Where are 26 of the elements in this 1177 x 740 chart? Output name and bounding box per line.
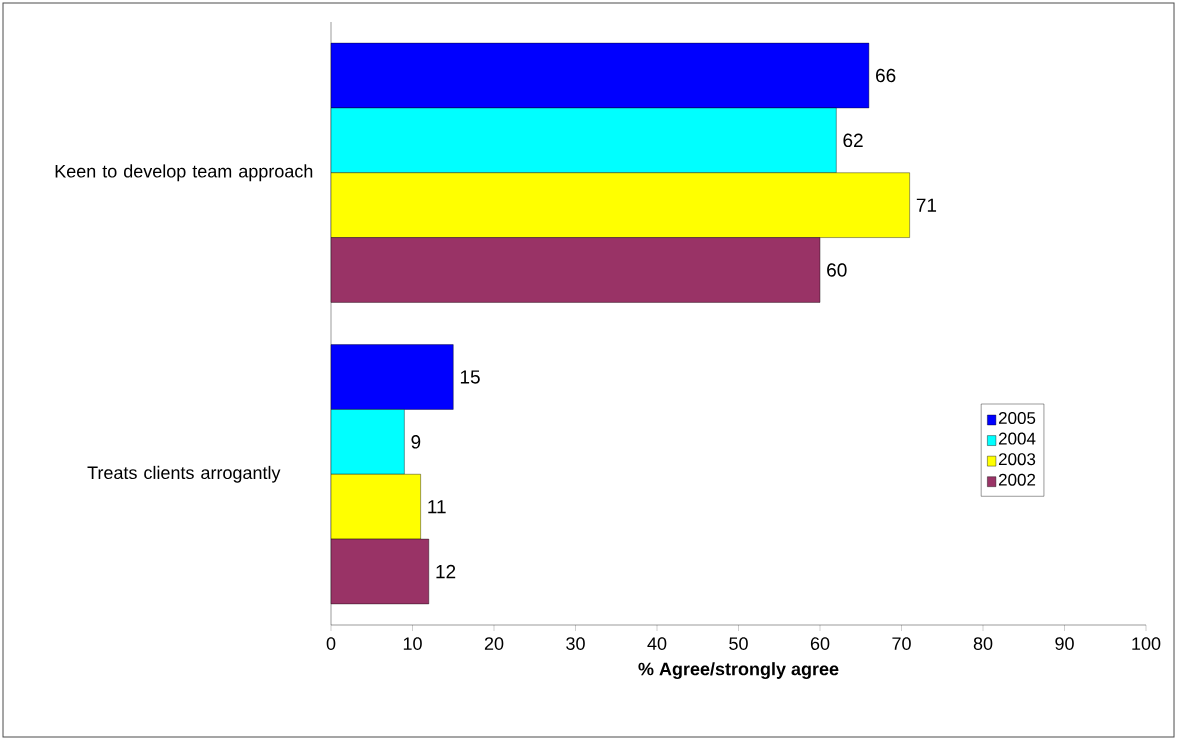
data-label: 12 (436, 564, 456, 579)
data-label: 66 (876, 68, 896, 83)
x-tick-label: 50 (729, 637, 748, 650)
data-label: 62 (843, 133, 863, 148)
x-tick-label: 100 (1132, 637, 1161, 650)
x-tick-label: 30 (566, 637, 585, 650)
data-label: 15 (460, 370, 480, 384)
x-tick-label: 60 (810, 637, 830, 650)
legend-label: 2004 (998, 432, 1036, 445)
x-tick-label: 10 (403, 637, 422, 650)
y-tick-label: Treats clients arrogantly (87, 465, 281, 483)
y-tick-label: Keen to develop team approach (55, 164, 313, 182)
x-tick-label: 90 (1055, 637, 1074, 650)
data-label: 11 (428, 500, 446, 514)
legend-label: 2003 (998, 453, 1036, 466)
data-label: 9 (411, 435, 421, 449)
x-tick-label: 70 (892, 637, 911, 650)
x-axis-title: % Agree/strongly agree (638, 662, 839, 680)
x-tick-label: 20 (484, 637, 504, 650)
data-label: 60 (827, 263, 847, 277)
x-tick-label: 0 (326, 637, 336, 650)
x-tick-label: 80 (973, 637, 993, 650)
legend-label: 2005 (998, 412, 1036, 425)
legend-label: 2002 (998, 473, 1036, 486)
data-label: 71 (916, 198, 937, 212)
x-tick-label: 40 (647, 637, 667, 650)
